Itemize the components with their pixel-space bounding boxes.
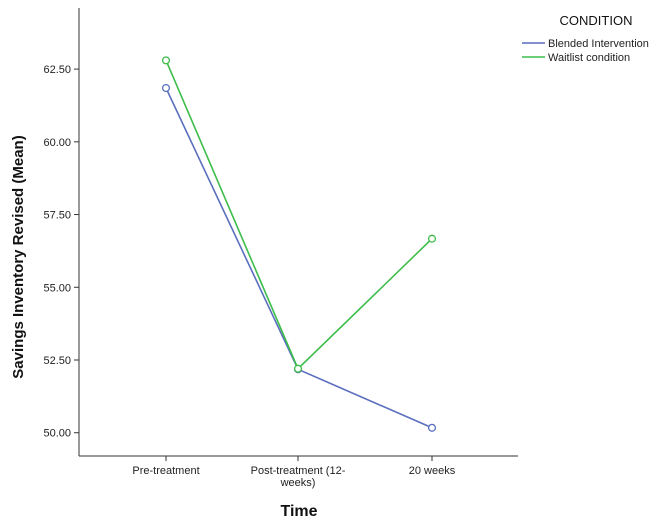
x-tick-label: Post-treatment (12-weeks) <box>251 465 346 489</box>
x-tick-label-line: Post-treatment (12- <box>251 465 346 477</box>
x-tick-label-line: 20 weeks <box>409 465 456 477</box>
legend: CONDITION Blended Intervention Waitlist c… <box>522 13 649 64</box>
data-point <box>427 234 437 243</box>
legend-label: Waitlist condition <box>548 52 630 64</box>
legend-label: Blended Intervention <box>548 38 649 50</box>
y-tick-label: 60.00 <box>43 137 71 149</box>
data-point <box>161 56 171 65</box>
x-ticks: Pre-treatment Post-treatment (12-weeks) 20… <box>132 456 456 489</box>
legend-items: Blended Intervention Waitlist condition <box>522 38 649 64</box>
y-tick-label: 50.00 <box>43 428 71 440</box>
y-tick-label: 52.50 <box>43 355 71 367</box>
y-tick-label: 55.00 <box>43 282 71 294</box>
y-axis-title: Savings Inventory Revised (Mean) <box>10 135 27 378</box>
x-tick-label: Pre-treatment <box>132 465 199 477</box>
y-tick-label: 62.50 <box>43 64 71 76</box>
legend-title: CONDITION <box>560 13 633 28</box>
series-line-1 <box>165 87 433 429</box>
series-points <box>161 56 437 432</box>
y-ticks: 50.00 52.50 55.00 57.50 60.00 62.50 <box>43 64 79 440</box>
axes <box>78 8 518 457</box>
x-tick-label: 20 weeks <box>409 465 456 477</box>
data-point <box>161 83 171 93</box>
x-axis-title: Time <box>280 503 317 520</box>
data-point <box>427 423 437 432</box>
data-point <box>293 364 303 373</box>
x-tick-label-line: weeks) <box>280 477 316 489</box>
x-tick-label-line: Pre-treatment <box>132 465 199 477</box>
series-line-2 <box>165 60 433 371</box>
y-tick-label: 57.50 <box>43 210 71 222</box>
